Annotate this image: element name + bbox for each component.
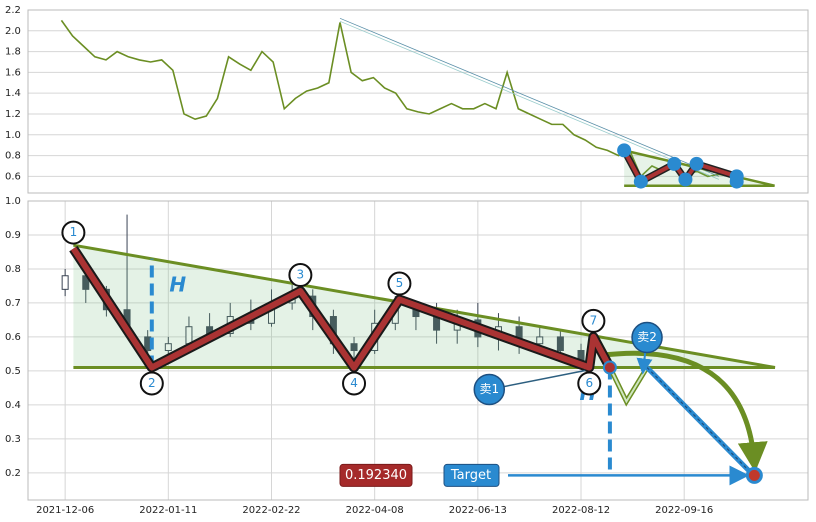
y-tick-label: 0.8: [5, 264, 21, 275]
target-button-label: Target: [450, 468, 491, 483]
projection-line: [609, 366, 648, 404]
x-tick-label: 2022-06-13: [449, 505, 507, 516]
pattern-label-circle: [342, 371, 367, 396]
trend-line: [339, 17, 720, 177]
y-tick-label: 1.6: [5, 67, 21, 78]
plot-frame: [27, 9, 809, 194]
price-line: [60, 19, 731, 178]
triangle: [73, 243, 776, 369]
y-tick-label: 0.4: [5, 400, 21, 411]
y-tick-label: 0.8: [5, 151, 21, 162]
target-button: [443, 463, 500, 487]
h-label: H: [169, 272, 186, 296]
sell-marker: [473, 373, 506, 406]
y-tick-label: 0.2: [5, 468, 21, 479]
pattern-label-circle: [387, 271, 412, 296]
y-tick-label: 1.0: [5, 130, 21, 141]
breakout-point: [602, 360, 617, 375]
pattern-label-circle: [61, 220, 86, 245]
pattern-label: 3: [297, 268, 305, 282]
pattern-label: 2: [148, 376, 156, 390]
pattern-line: [70, 246, 613, 371]
y-tick-label: 0.5: [5, 366, 21, 377]
y-tick-label: 0.7: [5, 298, 21, 309]
x-tick-label: 2022-02-22: [242, 505, 300, 516]
y-tick-label: 1.4: [5, 88, 21, 99]
pattern-point: [667, 156, 682, 171]
pattern-point: [689, 156, 704, 171]
pattern-label: 4: [350, 376, 358, 390]
pattern-point: [729, 174, 744, 189]
candle-body: [350, 343, 358, 352]
pattern-label-circle: [288, 263, 313, 288]
sell-pointer: [489, 369, 586, 391]
target-value: 0.192340: [345, 468, 407, 483]
pattern-point: [678, 172, 693, 187]
pattern-point: [617, 143, 632, 158]
sell-label: 卖1: [479, 382, 499, 396]
candle-body: [164, 343, 172, 352]
target-value-box: [339, 463, 413, 487]
x-tick-label: 2021-12-06: [36, 505, 94, 516]
trend-line: [339, 20, 720, 180]
y-tick-label: 0.9: [5, 230, 21, 241]
x-tick-label: 2022-08-12: [552, 505, 610, 516]
candle-body: [556, 336, 564, 351]
y-tick-label: 1.0: [5, 196, 21, 207]
projection-target-line: [646, 367, 755, 477]
pattern-label: 5: [396, 276, 404, 290]
y-tick-label: 0.6: [5, 171, 21, 182]
pattern-label: 7: [590, 313, 598, 327]
x-tick-label: 2022-09-16: [655, 505, 713, 516]
pattern-label-circle: [581, 308, 606, 333]
candle-body: [61, 275, 69, 290]
sell-label: 卖2: [637, 330, 657, 344]
y-tick-label: 0.6: [5, 332, 21, 343]
y-tick-label: 1.2: [5, 109, 21, 120]
y-tick-label: 0.3: [5, 434, 21, 445]
x-tick-label: 2022-01-11: [139, 505, 197, 516]
y-tick-label: 2.0: [5, 26, 21, 37]
y-tick-label: 1.8: [5, 47, 21, 58]
pattern-point: [633, 174, 648, 189]
projection-arrow: [599, 350, 768, 473]
pattern-label-circle: [139, 371, 164, 396]
x-tick-label: 2022-04-08: [346, 505, 404, 516]
pattern-label-circle: [577, 371, 602, 396]
candle-body: [536, 336, 544, 345]
plot-frame: [27, 200, 809, 501]
pattern-label: 1: [70, 225, 78, 239]
target-point: [745, 466, 763, 484]
y-tick-label: 2.2: [5, 5, 21, 16]
sell-marker: [631, 321, 663, 354]
pattern-label: 6: [585, 376, 593, 390]
